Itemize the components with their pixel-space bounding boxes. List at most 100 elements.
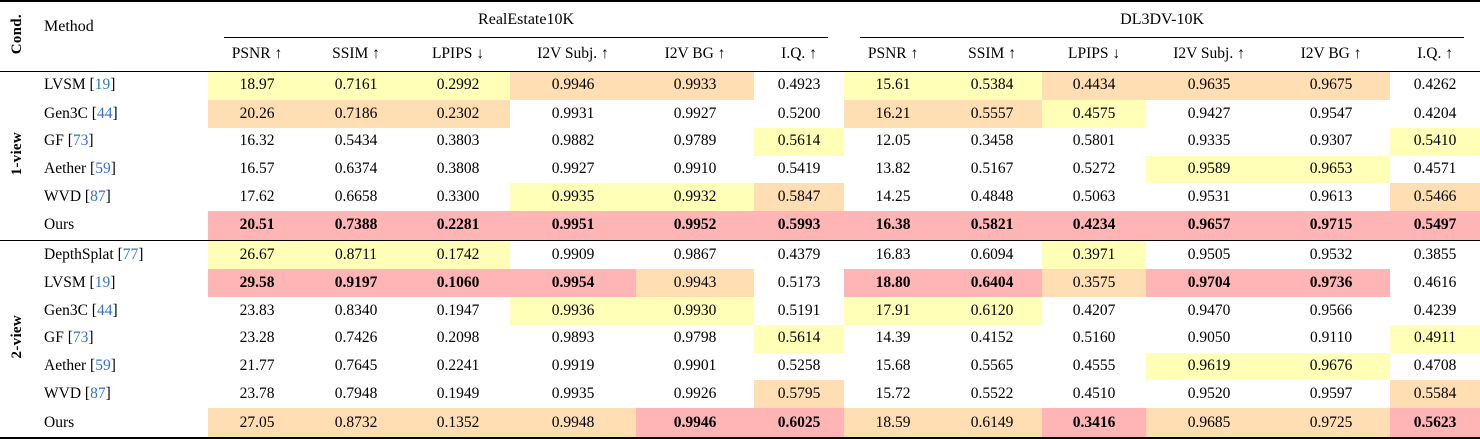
citation-link[interactable]: 87 [90, 385, 106, 403]
cond-column-header: Cond. [0, 1, 36, 71]
metric-value: 0.9653 [1272, 155, 1391, 184]
metric-value: 0.9943 [636, 268, 754, 297]
group-header-row: Cond. Method RealEstate10K DL3DV-10K [0, 1, 1480, 54]
citation-link[interactable]: 19 [94, 273, 111, 291]
metric-value: 0.9935 [510, 183, 636, 212]
metric-value: 0.9050 [1187, 329, 1231, 347]
metric-value: 0.5167 [970, 160, 1014, 178]
row-group-label: 1-view [0, 71, 36, 240]
method-cell: GF [73] [44, 329, 94, 347]
metric-value: 0.4708 [1413, 357, 1457, 375]
citation-link[interactable]: 59 [95, 160, 111, 178]
method-name: Ours [44, 413, 75, 431]
method-name: Aether [44, 160, 87, 178]
group-label: RealEstate10K [478, 10, 575, 28]
metric-value: 0.9948 [510, 408, 636, 438]
method-cell: LVSM [19] [44, 273, 116, 291]
citation-link[interactable]: 44 [96, 301, 113, 319]
metric-value: 0.9909 [551, 245, 595, 263]
metric-value: 0.4555 [1072, 357, 1116, 375]
method-name: Gen3C [44, 104, 88, 122]
metric-value: 0.6404 [942, 268, 1043, 297]
metric-value: 0.8732 [306, 408, 406, 438]
method-name: Ours [44, 216, 75, 234]
metric-value: 0.9675 [1272, 71, 1391, 100]
table-row: GF [73] 23.28 0.7426 0.2098 0.9893 0.9798 0.56… [0, 324, 1480, 353]
metric-value: 0.6120 [942, 296, 1043, 325]
table-row: WVD [87] 17.62 0.6658 0.3300 0.9935 0.9932 0.5… [0, 183, 1480, 212]
metric-value: 0.9927 [673, 104, 717, 122]
metric-value: 26.67 [208, 240, 306, 269]
metric-value: 0.5434 [334, 132, 378, 150]
citation-link[interactable]: 44 [96, 104, 113, 122]
metric-value: 0.5272 [1072, 160, 1116, 178]
metric-value: 0.4262 [1413, 76, 1457, 94]
citation-link[interactable]: 77 [122, 245, 139, 263]
metric-value: 20.51 [208, 211, 306, 241]
cmidrule [224, 37, 829, 38]
metric-value: 0.5993 [754, 211, 845, 241]
metric-header: I2V BG ↑ [1300, 45, 1362, 63]
metric-value: 17.91 [844, 296, 943, 325]
metric-value: 0.9531 [1187, 188, 1231, 206]
metric-value: 0.7948 [334, 385, 378, 403]
metric-value: 0.2992 [406, 71, 510, 100]
metric-value: 23.28 [239, 329, 275, 347]
method-name: GF [44, 329, 64, 347]
metric-header: I2V BG ↑ [664, 45, 726, 63]
metric-value: 13.82 [875, 160, 911, 178]
metric-value: 0.9597 [1309, 385, 1353, 403]
metric-value: 20.26 [208, 99, 306, 128]
metric-value: 0.9427 [1187, 104, 1231, 122]
metric-value: 21.77 [239, 357, 275, 375]
metric-value: 0.9657 [1146, 211, 1273, 241]
metric-value: 0.7161 [306, 71, 406, 100]
metric-header: I2V Subj. ↑ [1173, 45, 1245, 63]
metric-value: 0.9505 [1187, 245, 1231, 263]
metric-value: 0.9954 [510, 268, 636, 297]
metric-value: 16.83 [875, 245, 911, 263]
citation-link[interactable]: 73 [72, 329, 89, 347]
metric-value: 18.59 [844, 408, 943, 438]
method-name: Aether [44, 357, 87, 375]
method-name: LVSM [44, 273, 86, 291]
metric-value: 0.7426 [334, 329, 378, 347]
metric-header: PSNR ↑ [231, 45, 283, 63]
metric-value: 0.5410 [1390, 127, 1480, 156]
metric-value: 0.1060 [406, 268, 510, 297]
metric-value: 0.5200 [777, 104, 821, 122]
section-2-view: 2-view DepthSplat [77] 26.67 0.8711 0.1742 0.… [0, 240, 1480, 438]
row-group-label: 2-view [0, 240, 36, 438]
metric-value: 0.4239 [1413, 301, 1457, 319]
method-cell: DepthSplat [77] [44, 245, 144, 263]
metric-value: 0.5584 [1390, 380, 1480, 409]
metric-value: 0.5522 [970, 385, 1014, 403]
metric-header: LPIPS ↓ [1068, 45, 1121, 63]
method-cell: Gen3C [44] [44, 301, 118, 319]
metric-value: 0.5565 [970, 357, 1014, 375]
citation-link[interactable]: 87 [90, 188, 106, 206]
method-cell: LVSM [19] [44, 76, 116, 94]
metric-value: 0.4616 [1413, 273, 1457, 291]
citation-link[interactable]: 73 [72, 132, 89, 150]
citation-link[interactable]: 19 [94, 76, 111, 94]
metric-value: 0.5614 [754, 127, 845, 156]
method-cell: Gen3C [44] [44, 104, 118, 122]
metric-value: 0.5557 [942, 99, 1043, 128]
metric-value: 0.9936 [510, 296, 636, 325]
metric-value: 0.6374 [334, 160, 378, 178]
table-row: Ours 27.05 0.8732 0.1352 0.9948 0.9946 0.6025 1… [0, 408, 1480, 438]
metric-value: 15.72 [875, 385, 911, 403]
metric-value: 0.4923 [777, 76, 821, 94]
citation-link[interactable]: 59 [95, 357, 111, 375]
method-column-header: Method [44, 17, 94, 35]
metric-value: 0.2302 [406, 99, 510, 128]
metric-value: 0.9882 [551, 132, 595, 150]
table-header: Cond. Method RealEstate10K DL3DV-10K PSN… [0, 1, 1480, 71]
method-name: DepthSplat [44, 245, 114, 263]
metric-value: 0.9926 [673, 385, 717, 403]
metric-value: 0.4379 [777, 245, 821, 263]
metric-value: 14.39 [875, 329, 911, 347]
metric-value: 0.9635 [1146, 71, 1273, 100]
method-name: WVD [44, 188, 82, 206]
